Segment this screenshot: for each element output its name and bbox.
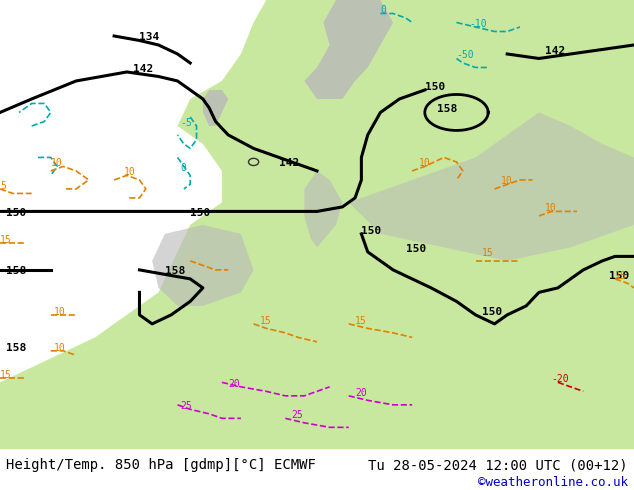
Text: 5: 5 [0,181,6,191]
Text: 150: 150 [190,208,210,218]
Text: 142: 142 [279,158,299,169]
Text: 150: 150 [609,271,629,281]
Text: 25: 25 [181,401,193,411]
Text: 142: 142 [545,46,566,56]
Text: 15: 15 [260,316,272,326]
Text: 134: 134 [139,32,160,43]
Text: -10: -10 [469,19,487,29]
Text: 20: 20 [355,388,367,398]
Text: 150: 150 [406,244,426,254]
Text: 15: 15 [0,235,12,245]
Text: 10: 10 [545,203,557,214]
Text: 15: 15 [355,316,367,326]
Polygon shape [0,0,634,450]
Text: 158: 158 [437,104,458,115]
Polygon shape [304,171,342,247]
Text: 158: 158 [6,267,27,276]
Text: 150: 150 [361,226,382,236]
Text: 158: 158 [165,267,185,276]
Text: 150: 150 [425,82,445,92]
Text: -50: -50 [456,50,474,60]
Text: 10: 10 [51,158,63,169]
Text: 10: 10 [418,158,430,169]
Polygon shape [152,225,254,306]
Text: 158: 158 [6,343,27,353]
Text: Tu 28-05-2024 12:00 UTC (00+12): Tu 28-05-2024 12:00 UTC (00+12) [368,458,628,472]
Text: 0: 0 [181,163,186,173]
Text: 10: 10 [501,176,513,186]
Text: 10: 10 [54,307,66,317]
Text: 25: 25 [292,410,304,420]
Text: 0: 0 [380,5,386,16]
Text: 10: 10 [54,343,66,353]
Text: 15: 15 [615,271,627,281]
Text: 150: 150 [6,208,27,218]
Text: 20: 20 [228,379,240,389]
Text: 15: 15 [482,248,494,258]
Text: 15: 15 [0,370,12,380]
Text: ©weatheronline.co.uk: ©weatheronline.co.uk [477,476,628,490]
Polygon shape [349,113,634,261]
Text: 150: 150 [482,307,502,317]
Polygon shape [203,90,228,126]
Polygon shape [0,315,634,450]
Text: 142: 142 [133,64,153,74]
Text: 10: 10 [124,168,136,177]
Text: -5: -5 [181,118,193,128]
Polygon shape [304,0,393,99]
Text: Height/Temp. 850 hPa [gdmp][°C] ECMWF: Height/Temp. 850 hPa [gdmp][°C] ECMWF [6,458,316,472]
Text: -20: -20 [552,374,569,384]
